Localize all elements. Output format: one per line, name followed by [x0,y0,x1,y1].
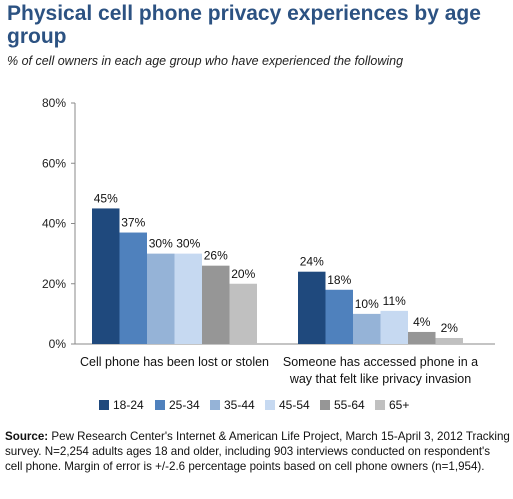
legend-label: 45-54 [279,398,310,412]
legend-swatch [320,400,330,410]
category-label: Someone has accessed phone in a [283,355,478,369]
bar [353,313,381,344]
legend-label: 55-64 [334,398,365,412]
legend-swatch [265,400,275,410]
bar [147,253,175,344]
bar [408,331,436,344]
legend-label: 18-24 [113,398,144,412]
bar [229,283,257,344]
legend-swatch [99,400,109,410]
bar [174,253,202,344]
bar-value-label: 30% [149,237,173,251]
y-tick-label: 80% [42,96,66,110]
bar-value-label: 45% [94,191,118,205]
bar [202,265,230,344]
category-label: way that felt like privacy invasion [289,372,471,386]
y-tick-label: 40% [42,217,66,231]
legend-label: 35-44 [224,398,255,412]
bar-value-label: 11% [383,294,406,308]
bar-value-label: 30% [176,237,200,251]
legend-label: 65+ [389,398,409,412]
category-label: Cell phone has been lost or stolen [80,355,269,369]
legend-label: 25-34 [169,398,200,412]
bar-value-label: 24% [300,255,324,269]
bar [119,232,147,344]
bar-value-label: 26% [204,249,228,263]
legend-swatch [155,400,165,410]
bar-value-label: 4% [413,315,431,329]
bar-value-label: 20% [231,267,255,281]
chart-title: Physical cell phone privacy experiences … [7,2,481,48]
bar-value-label: 2% [441,321,459,335]
y-tick-label: 60% [42,156,66,170]
bar [380,310,408,344]
bar [298,271,326,344]
bar-chart: 0%20%40%60%80%45%37%30% 30%26%20%Cell pho… [42,96,495,412]
bar [435,337,463,344]
legend-swatch [375,400,385,410]
bar-value-label: 37% [121,216,145,230]
bar-value-label: 18% [327,273,351,287]
y-tick-label: 20% [42,277,66,291]
bar [92,208,120,344]
chart-subtitle: % of cell owners in each age group who h… [7,54,404,68]
bar-value-label: 10% [355,297,379,311]
bar [325,289,353,344]
source-label: Source: [5,430,49,443]
source-text: Pew Research Center's Internet & America… [5,430,510,473]
legend-swatch [210,400,220,410]
y-tick-label: 0% [49,337,67,351]
source-note: Source: Pew Research Center's Internet &… [5,429,510,474]
